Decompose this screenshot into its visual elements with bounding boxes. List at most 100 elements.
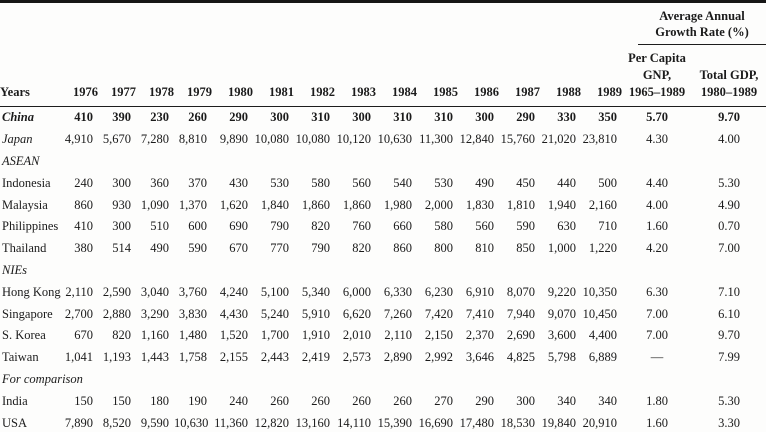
value-cell: 2,690 [506,328,535,343]
gdp-growth-cell: 3.30 [718,415,740,430]
value-cell: 240 [74,175,93,190]
value-cell: 770 [270,241,289,256]
table-row: China 410 390 230 260 290 300 310 300 310 310 300 29… [0,107,766,129]
gnp-growth-cell: 4.30 [646,132,668,147]
value-cell: 1,910 [301,328,330,343]
gdp-column-header: Total GDP, 1980–1989 [692,45,766,107]
value-cell: 10,450 [582,306,617,321]
value-cell: 6,230 [424,284,453,299]
section-label: ASEAN [2,153,40,168]
gdp-header-line2: 1980–1989 [700,85,758,99]
gnp-growth-cell: 7.00 [646,328,668,343]
value-cell: 820 [311,219,330,234]
value-cell: 260 [188,110,207,125]
row-label: Thailand [2,241,47,256]
group-header-row: Average Annual Growth Rate (%) [0,2,766,45]
gnp-column-header: Per Capita GNP, 1965–1989 [622,45,692,107]
gnp-header-line2: GNP, [642,68,672,82]
row-label: India [2,393,28,408]
gnp-growth-cell: 5.70 [646,110,668,125]
table-row: Taiwan 1,041 1,193 1,443 1,758 2,155 2,443 2,41… [0,347,766,369]
row-label: Hong Kong [2,284,61,299]
value-cell: 340 [598,393,617,408]
gnp-growth-cell: 1.60 [646,415,668,430]
value-cell: 330 [557,110,576,125]
value-cell: 500 [598,175,617,190]
value-cell: 450 [516,175,535,190]
year-header: 1977 [98,45,136,107]
value-cell: 2,110 [384,328,412,343]
value-cell: 3,040 [140,284,169,299]
gnp-growth-cell: 7.00 [646,306,668,321]
table-row: India 150 150 180 190 240 260 260 260 260 270 290 30… [0,390,766,412]
row-label: USA [2,415,28,430]
value-cell: 6,910 [465,284,494,299]
value-cell: 350 [598,110,617,125]
value-cell: 9,590 [140,415,169,430]
row-label: Indonesia [2,175,51,190]
value-cell: 300 [352,110,371,125]
gdp-growth-cell: 4.00 [718,132,740,147]
value-cell: 23,810 [582,132,617,147]
value-cell: 810 [475,241,494,256]
value-cell: 1,758 [178,350,207,365]
gdp-header-line1: Total GDP, [699,68,759,82]
value-cell: 1,700 [260,328,289,343]
value-cell: 17,480 [459,415,494,430]
value-cell: 2,010 [342,328,371,343]
value-cell: 514 [112,241,131,256]
value-cell: 580 [434,219,453,234]
gnp-growth-cell: 1.60 [646,219,668,234]
value-cell: 12,840 [459,132,494,147]
years-header: Years [0,45,60,107]
value-cell: 370 [188,175,207,190]
value-cell: 790 [311,241,330,256]
row-label: China [2,110,34,125]
value-cell: 670 [229,241,248,256]
table-row: Hong Kong 2,110 2,590 3,040 3,760 4,240 5,100 5… [0,281,766,303]
value-cell: 150 [112,393,131,408]
value-cell: 260 [311,393,330,408]
value-cell: 13,160 [295,415,330,430]
column-header-row: Years 1976 1977 1978 1979 1980 1981 1982 1983 19… [0,45,766,107]
value-cell: 5,340 [301,284,330,299]
value-cell: 19,840 [541,415,576,430]
table-row: USA 7,890 8,520 9,590 10,630 11,360 12,820 13,1… [0,412,766,432]
value-cell: 190 [188,393,207,408]
gnp-growth-cell: 4.00 [646,197,668,212]
value-cell: 10,350 [582,284,617,299]
value-cell: 4,910 [64,132,93,147]
value-cell: 1,620 [219,197,248,212]
value-cell: 14,110 [337,415,371,430]
value-cell: 1,443 [140,350,169,365]
value-cell: 440 [557,175,576,190]
value-cell: 310 [434,110,453,125]
value-cell: 5,798 [547,350,576,365]
value-cell: 1,860 [301,197,330,212]
value-cell: 850 [516,241,535,256]
value-cell: 490 [150,241,169,256]
value-cell: 260 [270,393,289,408]
table-row: Philippines 410 300 510 600 690 790 820 760 660 58… [0,216,766,238]
value-cell: 3,646 [465,350,494,365]
value-cell: 590 [516,219,535,234]
year-header: 1989 [581,45,622,107]
value-cell: 310 [311,110,330,125]
gnp-header-line1: Per Capita [628,51,686,65]
value-cell: 1,860 [342,197,371,212]
growth-rate-group-header: Average Annual Growth Rate (%) [622,2,766,45]
gdp-growth-cell: 7.99 [718,350,740,365]
value-cell: 3,290 [140,306,169,321]
value-cell: 1,980 [383,197,412,212]
value-cell: 240 [229,393,248,408]
value-cell: 530 [434,175,453,190]
value-cell: 2,590 [102,284,131,299]
value-cell: 4,430 [219,306,248,321]
value-cell: 600 [188,219,207,234]
year-header: 1985 [417,45,458,107]
value-cell: 820 [352,241,371,256]
value-cell: 930 [112,197,131,212]
value-cell: 410 [74,110,93,125]
value-cell: 490 [475,175,494,190]
